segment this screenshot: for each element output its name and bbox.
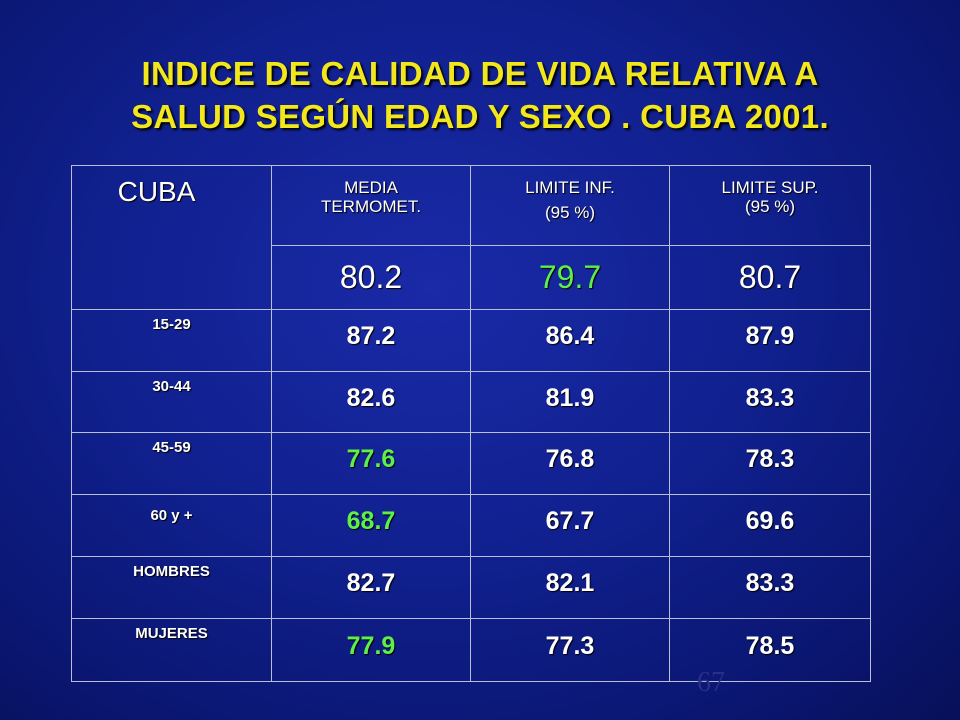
row-label: 60 y + xyxy=(71,494,272,557)
header-limite-sup-line1: LIMITE SUP. xyxy=(721,178,819,197)
header-media-line1: MEDIA xyxy=(344,178,398,197)
table-row: 30-44 82.6 81.9 83.3 xyxy=(71,371,871,433)
header-limite-sup: LIMITE SUP. (95 %) xyxy=(669,165,871,246)
row-limite-inf: 86.4 xyxy=(470,309,670,372)
row-label: HOMBRES xyxy=(71,556,272,619)
row-limite-sup: 87.9 xyxy=(669,309,871,372)
row-limite-inf: 67.7 xyxy=(470,494,670,557)
table-row: 15-29 87.2 86.4 87.9 xyxy=(71,309,871,372)
row-limite-inf: 76.8 xyxy=(470,432,670,495)
table-row: 60 y + 68.7 67.7 69.6 xyxy=(71,494,871,557)
header-row: CUBA MEDIA TERMOMET. LIMITE INF. (95 %) … xyxy=(71,165,871,310)
row-limite-inf: 81.9 xyxy=(470,371,670,433)
table-row: HOMBRES 82.7 82.1 83.3 xyxy=(71,556,871,619)
row-media: 68.7 xyxy=(271,494,471,557)
row-limite-sup: 69.6 xyxy=(669,494,871,557)
header-media-line2: TERMOMET. xyxy=(320,197,422,216)
corner-label: CUBA xyxy=(117,176,196,207)
row-limite-sup: 78.5 xyxy=(669,618,871,682)
row-label: MUJERES xyxy=(71,618,272,682)
quality-of-life-table: CUBA MEDIA TERMOMET. LIMITE INF. (95 %) … xyxy=(71,165,871,682)
header-media: MEDIA TERMOMET. xyxy=(271,165,471,246)
title-line-2: SALUD SEGÚN EDAD Y SEXO . CUBA 2001. xyxy=(131,98,829,135)
table-row: MUJERES 77.9 77.3 78.5 xyxy=(71,618,871,682)
overall-limite-sup: 80.7 xyxy=(669,245,871,310)
row-label: 30-44 xyxy=(71,371,272,433)
row-media: 87.2 xyxy=(271,309,471,372)
row-limite-inf: 77.3 xyxy=(470,618,670,682)
row-media: 77.9 xyxy=(271,618,471,682)
row-media: 77.6 xyxy=(271,432,471,495)
header-limite-inf-line2: (95 %) xyxy=(544,203,596,222)
header-limite-inf: LIMITE INF. (95 %) xyxy=(470,165,670,246)
page-number: 67 xyxy=(697,667,725,698)
corner-cell: CUBA xyxy=(71,165,272,310)
slide-title: INDICE DE CALIDAD DE VIDA RELATIVA A SAL… xyxy=(40,52,920,138)
header-limite-sup-line2: (95 %) xyxy=(744,197,796,216)
title-line-1: INDICE DE CALIDAD DE VIDA RELATIVA A xyxy=(141,55,819,92)
table-row: 45-59 77.6 76.8 78.3 xyxy=(71,432,871,495)
header-limite-inf-line1: LIMITE INF. xyxy=(525,178,615,197)
row-label: 15-29 xyxy=(71,309,272,372)
row-media: 82.6 xyxy=(271,371,471,433)
row-limite-inf: 82.1 xyxy=(470,556,670,619)
overall-limite-inf: 79.7 xyxy=(470,245,670,310)
row-limite-sup: 83.3 xyxy=(669,556,871,619)
row-limite-sup: 78.3 xyxy=(669,432,871,495)
overall-media: 80.2 xyxy=(271,245,471,310)
row-limite-sup: 83.3 xyxy=(669,371,871,433)
row-label: 45-59 xyxy=(71,432,272,495)
overall-row: 80.2 79.7 80.7 xyxy=(72,245,871,310)
row-media: 82.7 xyxy=(271,556,471,619)
